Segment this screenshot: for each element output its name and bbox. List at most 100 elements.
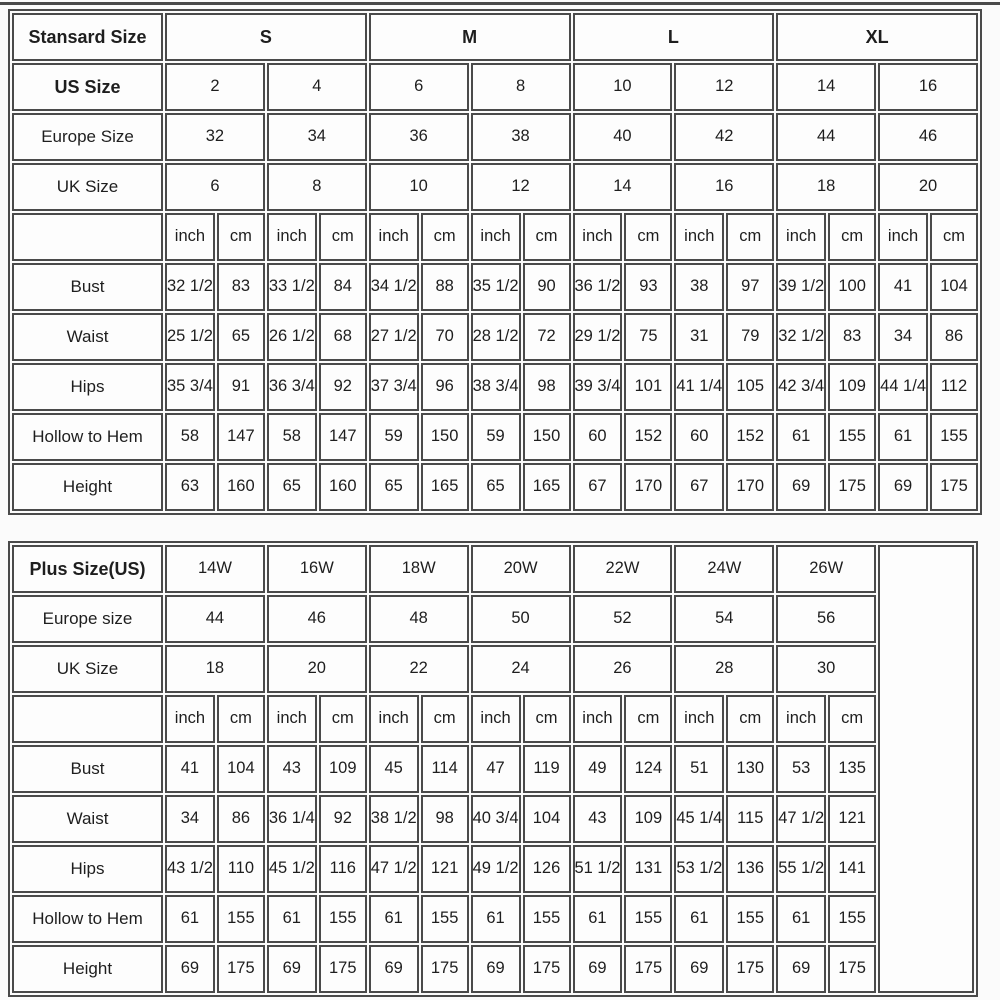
table-cell: 18 xyxy=(165,645,265,693)
row-label-bust: Bust xyxy=(12,263,163,311)
table-cell: 36 1/4 xyxy=(266,795,317,843)
table-cell: 36 1/2 xyxy=(572,263,623,311)
table-cell: 155 xyxy=(828,895,877,943)
table-cell: 20 xyxy=(878,163,978,211)
table-cell: 72 xyxy=(522,313,571,361)
table-cell: 32 1/2 xyxy=(165,263,215,311)
table-cell: 28 xyxy=(674,645,775,693)
table-cell: 175 xyxy=(624,945,673,993)
table-cell: 126 xyxy=(522,845,571,893)
table-cell: 165 xyxy=(420,463,469,511)
empty-column xyxy=(878,545,975,993)
table-cell: 104 xyxy=(522,795,571,843)
table-cell: 150 xyxy=(420,413,469,461)
table-cell: 61 xyxy=(266,895,317,943)
table-cell: 67 xyxy=(674,463,725,511)
row-label-uk-size: UK Size xyxy=(12,163,163,211)
table-cell: 34 1/2 xyxy=(368,263,419,311)
table-cell: 61 xyxy=(470,895,521,943)
size-group-xl: XL xyxy=(776,13,978,61)
table-cell: 61 xyxy=(572,895,623,943)
unit-header: cm xyxy=(930,213,978,261)
row-label-empty xyxy=(12,213,163,261)
table-cell: 69 xyxy=(572,945,623,993)
table-title-stansard-size: Stansard Size xyxy=(12,13,163,61)
table-cell: 119 xyxy=(522,745,571,793)
table-cell: 43 1/2 xyxy=(165,845,215,893)
unit-header: inch xyxy=(572,213,623,261)
table-cell: 47 xyxy=(470,745,521,793)
table-cell: 51 1/2 xyxy=(572,845,623,893)
table-cell: 16 xyxy=(878,63,978,111)
row-label-uk-size: UK Size xyxy=(12,645,163,693)
unit-header: cm xyxy=(522,695,571,743)
unit-header: inch xyxy=(674,213,725,261)
table-cell: 65 xyxy=(216,313,265,361)
table-cell: 175 xyxy=(828,463,877,511)
table-cell: 28 1/2 xyxy=(470,313,521,361)
table-cell: 83 xyxy=(216,263,265,311)
row-label-bust: Bust xyxy=(12,745,163,793)
row-label-hips: Hips xyxy=(12,363,163,411)
table-cell: 112 xyxy=(930,363,978,411)
table-cell: 47 1/2 xyxy=(776,795,827,843)
table-cell: 121 xyxy=(420,845,469,893)
table-cell: 10 xyxy=(572,63,673,111)
table-cell: 43 xyxy=(266,745,317,793)
standard-size-table: Stansard Size S M L XL US Size 2 4 6 8 10 12 14 16 Eur… xyxy=(8,9,982,515)
table-cell: 56 xyxy=(776,595,877,643)
unit-header: cm xyxy=(318,695,367,743)
table-cell: 61 xyxy=(368,895,419,943)
table-cell: 75 xyxy=(624,313,673,361)
table-cell: 26 1/2 xyxy=(266,313,317,361)
size-group-16w: 16W xyxy=(266,545,367,593)
unit-header: cm xyxy=(624,213,673,261)
table-cell: 41 1/4 xyxy=(674,363,725,411)
table-cell: 24 xyxy=(470,645,571,693)
table-cell: 98 xyxy=(420,795,469,843)
table-cell: 97 xyxy=(726,263,775,311)
table-cell: 58 xyxy=(266,413,317,461)
unit-header: cm xyxy=(522,213,571,261)
row-label-us-size: US Size xyxy=(12,63,163,111)
row-label-europe-size: Europe size xyxy=(12,595,163,643)
unit-header: inch xyxy=(470,695,521,743)
table-cell: 48 xyxy=(368,595,469,643)
table-cell: 63 xyxy=(165,463,215,511)
table-cell: 69 xyxy=(674,945,725,993)
table-cell: 10 xyxy=(368,163,469,211)
table-cell: 22 xyxy=(368,645,469,693)
unit-header: inch xyxy=(572,695,623,743)
unit-header: cm xyxy=(624,695,673,743)
table-cell: 79 xyxy=(726,313,775,361)
table-cell: 70 xyxy=(420,313,469,361)
table-cell: 45 1/4 xyxy=(674,795,725,843)
top-rule xyxy=(0,2,1000,5)
unit-header: inch xyxy=(266,213,317,261)
table-cell: 60 xyxy=(674,413,725,461)
size-group-26w: 26W xyxy=(776,545,877,593)
unit-header: cm xyxy=(726,695,775,743)
unit-header: inch xyxy=(776,213,827,261)
table-cell: 36 xyxy=(368,113,469,161)
table-cell: 83 xyxy=(828,313,877,361)
table-cell: 135 xyxy=(828,745,877,793)
table-cell: 40 3/4 xyxy=(470,795,521,843)
table-cell: 44 xyxy=(165,595,265,643)
table-cell: 44 1/4 xyxy=(878,363,928,411)
table-cell: 65 xyxy=(266,463,317,511)
table-cell: 61 xyxy=(776,895,827,943)
table-cell: 50 xyxy=(470,595,571,643)
table-cell: 59 xyxy=(368,413,419,461)
table-cell: 43 xyxy=(572,795,623,843)
table-cell: 27 1/2 xyxy=(368,313,419,361)
table-cell: 59 xyxy=(470,413,521,461)
table-cell: 124 xyxy=(624,745,673,793)
table-cell: 25 1/2 xyxy=(165,313,215,361)
table-cell: 52 xyxy=(572,595,673,643)
table-cell: 38 3/4 xyxy=(470,363,521,411)
table-cell: 170 xyxy=(726,463,775,511)
table-cell: 51 xyxy=(674,745,725,793)
unit-header: cm xyxy=(420,695,469,743)
table-cell: 69 xyxy=(165,945,215,993)
